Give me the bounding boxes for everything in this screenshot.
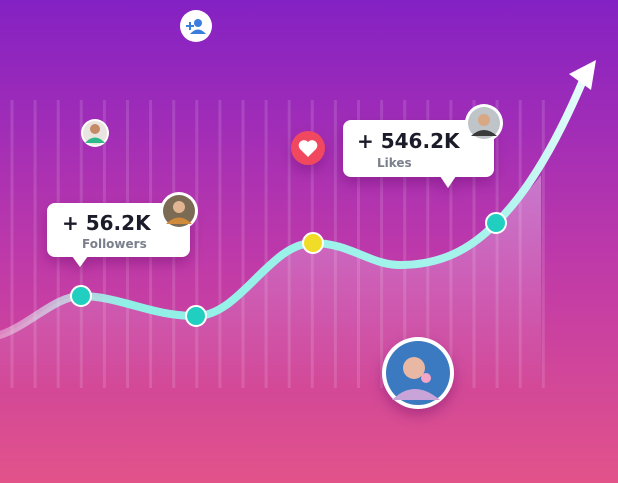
point	[70, 285, 92, 307]
avatar-large	[382, 337, 454, 409]
likes-value: + 546.2K	[357, 129, 461, 153]
arrow-head	[569, 60, 596, 90]
followers-label: Followers	[82, 237, 147, 251]
followers-value: + 56.2K	[62, 211, 152, 235]
followers-callout	[47, 203, 190, 267]
point	[185, 305, 207, 327]
point	[302, 232, 324, 254]
avatar	[160, 192, 198, 230]
avatar	[465, 104, 503, 142]
add-user-icon[interactable]	[180, 10, 212, 42]
heart-icon[interactable]	[291, 131, 325, 165]
avatar	[81, 119, 109, 147]
point	[485, 212, 507, 234]
likes-callout	[343, 120, 494, 188]
area	[0, 175, 541, 390]
likes-label: Likes	[377, 156, 412, 170]
